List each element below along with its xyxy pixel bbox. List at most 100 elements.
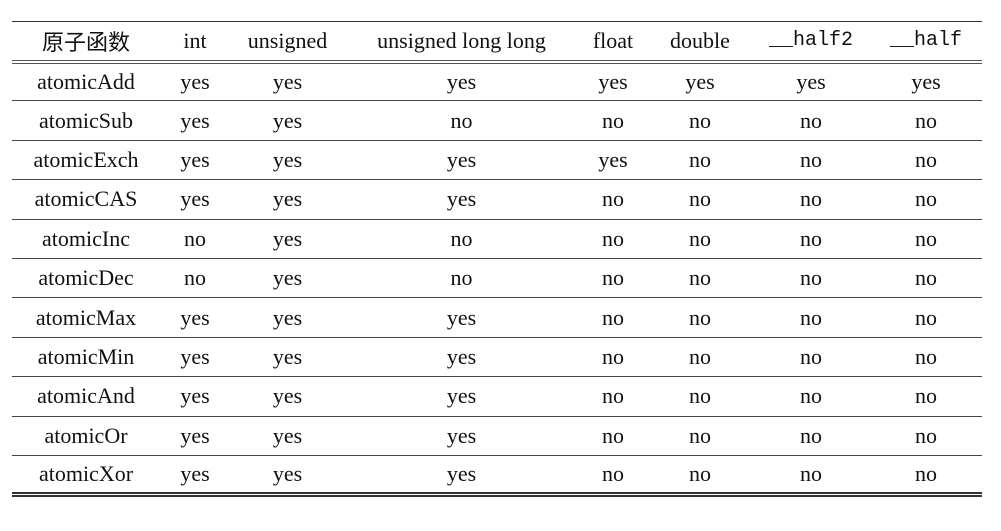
header-cell: __half2 (752, 21, 870, 64)
support-cell: yes (180, 186, 210, 212)
table-row: atomicAdd yes yes yes yes yes yes yes (12, 62, 982, 101)
support-cell: no (800, 265, 822, 291)
support-cell: no (602, 107, 624, 133)
table-row: atomicMin yes yes yes no no no no (12, 337, 982, 377)
support-cell: yes (272, 343, 303, 369)
support-cell: yes (272, 383, 303, 409)
table-row: atomicExch yes yes yes yes no no no (12, 140, 982, 180)
support-cell: yes (598, 68, 628, 94)
support-cell: no (602, 186, 624, 212)
support-cell: no (915, 461, 937, 487)
support-cell: yes (272, 225, 303, 251)
table-row: atomicOr yes yes yes no no no no (12, 416, 982, 456)
support-cell: no (602, 265, 624, 291)
table-row: atomicCAS yes yes yes no no no no (12, 180, 982, 220)
support-cell: no (915, 304, 937, 330)
table-row: atomicSub yes yes no no no no no (12, 101, 982, 141)
support-cell: no (689, 304, 711, 330)
table-row: atomicAnd yes yes yes no no no no (12, 377, 982, 417)
support-cell: no (689, 107, 711, 133)
support-cell: yes (272, 304, 303, 330)
support-cell: no (450, 225, 473, 251)
function-name-cell: atomicExch (33, 146, 139, 172)
support-cell: no (184, 265, 206, 291)
support-cell: no (915, 422, 937, 448)
table-row: atomicXor yes yes yes no no no no (12, 455, 982, 495)
function-name-cell: atomicCAS (34, 186, 138, 212)
function-name-cell: atomicAdd (37, 68, 135, 94)
support-cell: yes (180, 461, 210, 487)
header-cell: __half (870, 21, 982, 64)
table-row: atomicDec no yes no no no no no (12, 258, 982, 298)
support-cell: no (689, 265, 711, 291)
table-row: atomicMax yes yes yes no no no no (12, 298, 982, 338)
support-cell: no (689, 146, 711, 172)
support-cell: no (602, 383, 624, 409)
support-cell: yes (598, 146, 628, 172)
support-cell: no (915, 383, 937, 409)
support-cell: yes (446, 146, 477, 172)
support-cell: yes (446, 304, 477, 330)
function-name-cell: atomicInc (42, 225, 130, 251)
support-cell: no (602, 422, 624, 448)
support-cell: yes (446, 186, 477, 212)
support-cell: yes (272, 146, 303, 172)
support-cell: yes (446, 68, 477, 94)
support-cell: no (450, 107, 473, 133)
support-cell: no (800, 343, 822, 369)
support-cell: no (602, 461, 624, 487)
header-cell: unsigned long long (345, 21, 578, 64)
function-name-cell: atomicAnd (37, 383, 135, 409)
function-name-cell: atomicDec (38, 265, 134, 291)
header-cell: unsigned (230, 21, 345, 64)
support-cell: no (184, 225, 206, 251)
support-cell: no (800, 225, 822, 251)
support-cell: yes (446, 383, 477, 409)
table-row: atomicInc no yes no no no no no (12, 219, 982, 259)
support-cell: no (602, 304, 624, 330)
support-cell: yes (272, 422, 303, 448)
support-cell: no (689, 225, 711, 251)
support-cell: no (689, 186, 711, 212)
support-cell: yes (272, 68, 303, 94)
support-cell: no (800, 461, 822, 487)
support-cell: no (602, 343, 624, 369)
support-cell: no (800, 383, 822, 409)
support-cell: no (915, 107, 937, 133)
support-cell: no (915, 265, 937, 291)
support-cell: yes (180, 304, 210, 330)
support-cell: no (689, 343, 711, 369)
support-cell: yes (180, 343, 210, 369)
support-cell: yes (796, 68, 826, 94)
support-cell: no (689, 383, 711, 409)
support-cell: yes (180, 68, 210, 94)
header-cell: 原子函数 (12, 21, 160, 64)
support-cell: yes (180, 107, 210, 133)
support-cell: yes (446, 461, 477, 487)
function-name-cell: atomicOr (44, 422, 128, 448)
support-cell: no (800, 107, 822, 133)
support-cell: no (800, 186, 822, 212)
function-name-cell: atomicMax (35, 304, 137, 330)
support-cell: yes (180, 146, 210, 172)
support-cell: no (800, 304, 822, 330)
support-cell: yes (272, 461, 303, 487)
support-cell: yes (272, 107, 303, 133)
header-cell: int (160, 21, 230, 64)
support-cell: yes (446, 422, 477, 448)
support-cell: no (450, 265, 473, 291)
support-cell: no (800, 146, 822, 172)
support-cell: no (915, 146, 937, 172)
support-cell: no (915, 343, 937, 369)
support-cell: no (915, 186, 937, 212)
support-cell: yes (911, 68, 941, 94)
support-cell: no (689, 461, 711, 487)
support-cell: no (800, 422, 822, 448)
support-cell: yes (180, 383, 210, 409)
support-cell: yes (685, 68, 715, 94)
function-name-cell: atomicXor (38, 461, 134, 487)
support-cell: yes (180, 422, 210, 448)
header-row: 原子函数 int unsigned unsigned long long flo… (12, 21, 982, 64)
header-cell: float (578, 21, 648, 64)
support-cell: no (915, 225, 937, 251)
